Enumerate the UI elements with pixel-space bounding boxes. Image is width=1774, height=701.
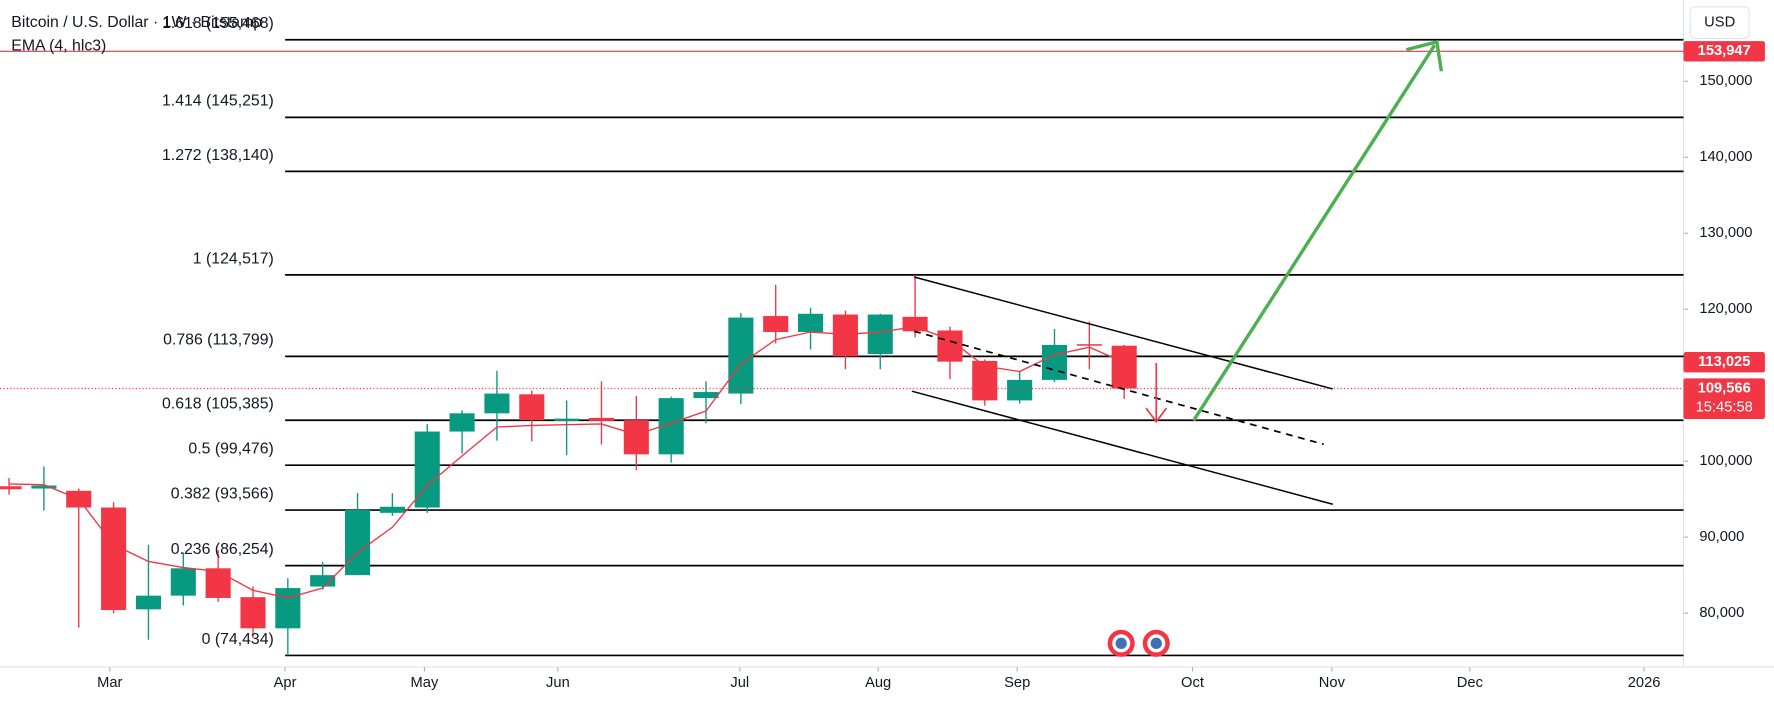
price-tag-label: 113,025: [1698, 354, 1750, 370]
event-flag: [1107, 629, 1135, 657]
ema-line: [9, 326, 1125, 599]
candle-body: [554, 418, 580, 421]
event-flag: [1142, 629, 1170, 657]
x-tick-label: Mar: [97, 675, 122, 691]
x-tick-label: Nov: [1319, 675, 1346, 691]
x-tick-label: Aug: [865, 675, 891, 691]
fib-label: 0 (74,434): [202, 631, 274, 648]
indicator-label: EMA (4, hlc3): [11, 38, 106, 55]
candle-body: [205, 568, 231, 598]
y-tick-label: 150,000: [1699, 73, 1752, 89]
legend: Bitcoin / U.S. Dollar · 1W · Bitstamp EM…: [11, 14, 1765, 648]
price-tag: [1683, 378, 1765, 420]
candle-body: [170, 568, 196, 596]
fib-label: 1.272 (138,140): [162, 147, 274, 164]
candle-body: [275, 588, 301, 629]
candle-body: [867, 314, 893, 355]
green-arrow: [1192, 44, 1437, 422]
candle-body: [519, 394, 545, 421]
chart-title: Bitcoin / U.S. Dollar · 1W · Bitstamp: [11, 14, 262, 31]
candle-body: [1111, 345, 1137, 389]
x-tick-label: Sep: [1004, 675, 1030, 691]
fib-label: 0.618 (105,385): [162, 396, 274, 413]
candle-body: [728, 317, 754, 394]
candle-body: [344, 509, 371, 576]
x-tick-label: Jun: [546, 675, 570, 691]
candle-body: [623, 420, 649, 455]
channel-lower: [911, 390, 1333, 505]
candle-body: [1041, 344, 1068, 380]
plot: 80,00090,000100,000110,000120,000130,000…: [0, 38, 1752, 691]
drawings: [911, 39, 1444, 657]
y-tick-label: 80,000: [1699, 605, 1744, 621]
candle-body: [588, 417, 615, 421]
x-tick-label: 2026: [1628, 675, 1661, 691]
candle-body: [1076, 344, 1102, 346]
channel-mid: [913, 330, 1324, 446]
x-tick-label: Apr: [274, 675, 297, 691]
red-arrowhead: [1145, 407, 1168, 424]
green-arrowhead: [1405, 39, 1444, 72]
y-tick-label: 130,000: [1699, 225, 1752, 241]
candle-body: [240, 597, 266, 629]
countdown-label: 15:45:58: [1696, 400, 1753, 416]
candle-body: [902, 316, 928, 332]
x-tick-label: Dec: [1457, 675, 1483, 691]
candle-body: [449, 413, 475, 432]
fib-label: 0.382 (93,566): [171, 485, 274, 502]
price-tag: [1683, 41, 1765, 62]
candle-body: [310, 575, 336, 587]
fib-label: 1.414 (145,251): [162, 93, 274, 110]
candle-body: [135, 595, 161, 610]
fib-label: 0.5 (99,476): [188, 441, 273, 458]
candle-body: [798, 313, 824, 333]
currency-button[interactable]: USD: [1689, 6, 1750, 40]
candle-body: [1007, 379, 1033, 401]
currency-button-box[interactable]: [1689, 6, 1750, 40]
x-tick-label: Jul: [730, 675, 749, 691]
y-tick-label: 120,000: [1699, 301, 1752, 317]
price-tag: [1683, 352, 1765, 373]
candle-body: [0, 486, 22, 490]
fib-label: 0.236 (86,254): [171, 541, 274, 558]
x-tick-label: May: [411, 675, 439, 691]
candle-body: [31, 485, 57, 489]
price-tag-label: 109,566: [1698, 380, 1751, 396]
candle-body: [484, 393, 510, 414]
candle-body: [693, 392, 719, 399]
x-tick-label: Oct: [1181, 675, 1204, 691]
candle-body: [763, 316, 789, 333]
currency-label[interactable]: USD: [1704, 15, 1735, 31]
fib-label: 1 (124,517): [193, 250, 274, 267]
price-tag-label: 153,947: [1698, 43, 1751, 59]
y-tick-label: 90,000: [1699, 529, 1744, 545]
fib-label: 1.618 (155,468): [162, 15, 274, 32]
candle-body: [101, 507, 127, 611]
y-tick-label: 100,000: [1699, 453, 1752, 469]
candle-body: [379, 506, 405, 513]
y-tick-label: 140,000: [1699, 149, 1752, 165]
fib-label: 0.786 (113,799): [163, 332, 274, 349]
channel-upper: [913, 276, 1333, 390]
candle-body: [832, 314, 858, 357]
